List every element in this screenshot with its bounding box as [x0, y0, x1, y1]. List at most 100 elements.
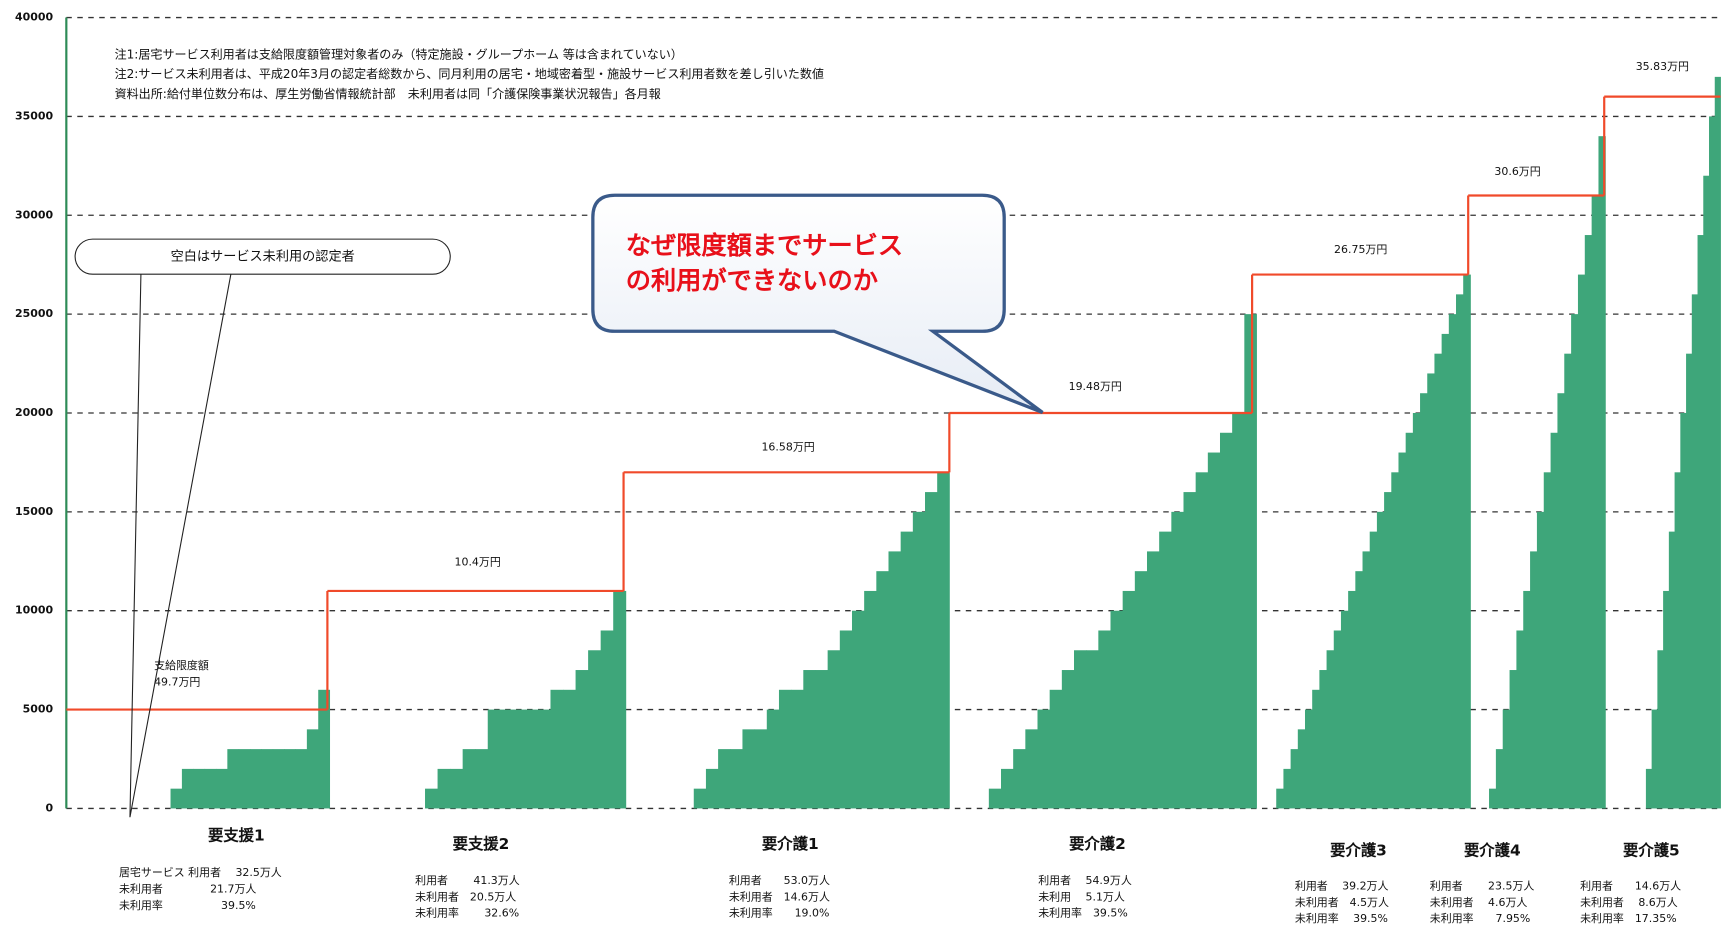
group-stat: 未利用率 32.6%: [415, 906, 519, 920]
bar: [1523, 590, 1531, 809]
bar: [1530, 551, 1538, 809]
bar: [1571, 314, 1579, 809]
limit-label: 35.83万円: [1636, 60, 1689, 73]
bar: [1326, 650, 1335, 809]
bar: [1509, 670, 1517, 809]
note: 注2:サービス未利用者は、平成20年3月の認定者総数から、同月利用の居宅・地域密…: [115, 66, 824, 81]
group-stat: 未利用率 7.95%: [1430, 911, 1531, 925]
group-stat: 居宅サービス 利用者 32.5万人: [119, 865, 282, 879]
bar: [1283, 768, 1292, 809]
limit-label: 26.75万円: [1334, 243, 1387, 256]
bar: [475, 749, 489, 809]
bar: [1434, 353, 1443, 809]
limit-label: 30.6万円: [1494, 165, 1540, 178]
bar: [1297, 729, 1306, 809]
group-stat: 利用者 54.9万人: [1038, 874, 1132, 887]
bar: [215, 768, 228, 809]
bar: [925, 492, 938, 809]
group-stat: 未利用 5.1万人: [1038, 890, 1125, 903]
bar: [864, 590, 877, 809]
bar: [1333, 630, 1342, 809]
bar: [575, 670, 589, 809]
bar: [1674, 472, 1681, 809]
bar: [227, 749, 240, 809]
bar: [1122, 590, 1136, 809]
bar: [1384, 492, 1392, 809]
bar: [1651, 709, 1658, 809]
bar: [730, 749, 743, 809]
group-stat: 未利用者 8.6万人: [1580, 896, 1678, 909]
bar: [512, 709, 526, 809]
group-name: 要支援1: [208, 825, 265, 844]
bar: [937, 472, 950, 809]
limit-label: 支給限度額: [154, 658, 209, 672]
bar: [754, 729, 768, 809]
y-tick-label: 20000: [15, 406, 53, 419]
bar: [500, 709, 514, 809]
notes: 注1:居宅サービス利用者は支給限度額管理対象者のみ（特定施設・グループホーム 等…: [115, 46, 824, 100]
bar: [487, 709, 501, 809]
bar: [1146, 551, 1160, 809]
bar: [1398, 452, 1407, 809]
group-stat: 未利用者 4.6万人: [1430, 896, 1528, 909]
bar: [1427, 373, 1435, 809]
group-stat: 未利用率 17.35%: [1580, 911, 1677, 925]
bar: [1086, 650, 1099, 809]
bar: [778, 689, 792, 809]
group-stat: 未利用率 19.0%: [729, 906, 830, 920]
bar: [613, 590, 627, 809]
bar: [1680, 412, 1687, 809]
bar: [1171, 511, 1184, 809]
group-name: 要支援2: [453, 834, 510, 853]
bar: [839, 630, 853, 809]
bar: [588, 650, 602, 809]
bar: [1319, 670, 1328, 809]
bar: [1195, 472, 1209, 809]
bar: [1110, 610, 1124, 809]
bar: [1276, 788, 1284, 809]
group-stat: 未利用者 20.5万人: [415, 890, 516, 903]
bar: [1219, 432, 1233, 809]
bar: [437, 768, 451, 809]
bar: [1714, 76, 1721, 809]
bar: [272, 749, 285, 809]
group-stat: 利用者 39.2万人: [1295, 879, 1389, 892]
bar: [912, 511, 926, 809]
note-bubble-tail: [129, 274, 232, 818]
group-name: 要介護3: [1330, 841, 1387, 860]
bar: [1232, 412, 1245, 809]
limit-label: 19.48万円: [1069, 380, 1122, 393]
bar: [1709, 116, 1716, 809]
bar: [1420, 393, 1428, 809]
bar: [1013, 749, 1026, 809]
bar: [525, 709, 539, 809]
note-bubble: [74, 238, 451, 275]
bar: [827, 650, 841, 809]
limit-label: 49.7万円: [154, 675, 200, 688]
bar: [1312, 689, 1320, 809]
bar: [1405, 432, 1414, 809]
bar: [1001, 768, 1014, 809]
bar: [238, 749, 251, 809]
bar: [1448, 314, 1457, 809]
bar: [1557, 393, 1565, 809]
bar: [563, 689, 577, 809]
group-name: 要介護4: [1464, 841, 1521, 860]
bar: [876, 571, 889, 809]
bar: [1495, 749, 1504, 809]
y-tick-label: 30000: [15, 208, 53, 221]
bar: [1663, 590, 1670, 809]
y-tick-label: 40000: [15, 11, 53, 24]
bar: [1025, 729, 1038, 809]
bar: [1657, 650, 1664, 809]
bar: [1183, 492, 1197, 809]
bar: [1369, 531, 1378, 809]
bar: [1463, 274, 1471, 809]
bar: [1577, 274, 1586, 809]
callout-bubble: [591, 193, 1044, 414]
bar: [1290, 749, 1299, 809]
bar: [250, 749, 262, 809]
bar: [1348, 590, 1356, 809]
bar: [1362, 551, 1371, 809]
